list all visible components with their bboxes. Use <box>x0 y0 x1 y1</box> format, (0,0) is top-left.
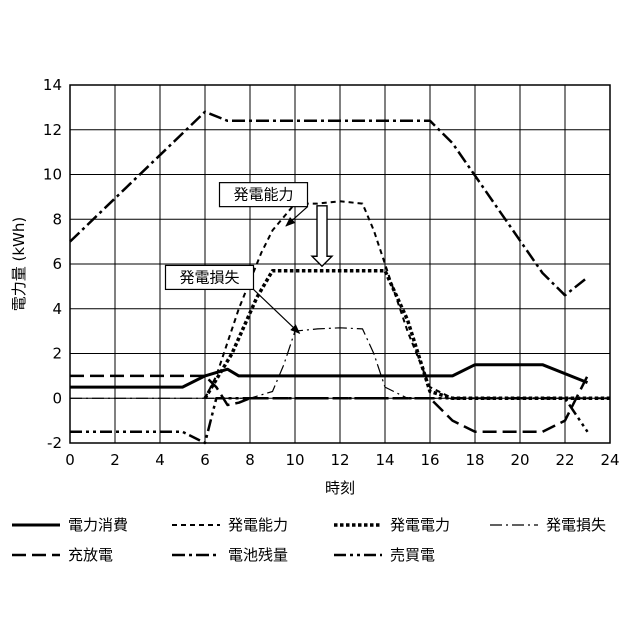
legend: 電力消費 発電能力 発電電力 発電損失充放電 電池残量 売買電 <box>12 516 606 564</box>
x-tick-label: 0 <box>65 451 75 469</box>
x-tick-label: 24 <box>600 451 619 469</box>
legend-label: 発電電力 <box>390 516 450 534</box>
y-tick-label: 4 <box>52 300 62 318</box>
annotations: 発電能力 発電損失 <box>166 183 333 334</box>
annotation-generation-capacity: 発電能力 <box>233 186 293 204</box>
legend-label: 発電能力 <box>228 516 288 534</box>
y-tick-label: 8 <box>52 210 62 228</box>
legend-label: 売買電 <box>390 546 435 564</box>
legend-label: 発電損失 <box>546 516 606 534</box>
annotation-leader-loss <box>254 289 300 333</box>
series-line-6 <box>70 398 588 443</box>
x-tick-label: 8 <box>245 451 255 469</box>
series-line-0 <box>70 365 588 387</box>
legend-label: 電池残量 <box>228 546 288 564</box>
x-tick-label: 6 <box>200 451 210 469</box>
y-tick-label: 0 <box>52 389 62 407</box>
down-arrow-icon <box>312 206 332 266</box>
y-tick-label: 2 <box>52 345 62 363</box>
y-axis-label: 電力量 (kWh) <box>10 217 28 312</box>
legend-label: 電力消費 <box>68 516 128 534</box>
x-tick-label: 4 <box>155 451 165 469</box>
y-tick-label: -2 <box>47 434 62 452</box>
x-tick-label: 2 <box>110 451 120 469</box>
legend-label: 充放電 <box>68 546 113 564</box>
x-tick-label: 22 <box>555 451 574 469</box>
x-tick-label: 20 <box>510 451 529 469</box>
series-line-4 <box>70 376 588 432</box>
x-tick-label: 16 <box>420 451 439 469</box>
x-tick-label: 12 <box>330 451 349 469</box>
grid <box>70 85 610 443</box>
y-tick-label: 6 <box>52 255 62 273</box>
x-tick-label: 10 <box>285 451 304 469</box>
series-line-2 <box>205 271 610 399</box>
annotation-generation-loss: 発電損失 <box>179 268 239 286</box>
x-axis-label: 時刻 <box>325 479 355 497</box>
y-tick-label: 14 <box>43 76 62 94</box>
y-tick-label: 10 <box>43 166 62 184</box>
tick-labels: 024681012141618202224-202468101214 <box>43 76 620 469</box>
x-tick-label: 14 <box>375 451 394 469</box>
series-line-5 <box>70 112 588 295</box>
y-tick-label: 12 <box>43 121 62 139</box>
x-tick-label: 18 <box>465 451 484 469</box>
